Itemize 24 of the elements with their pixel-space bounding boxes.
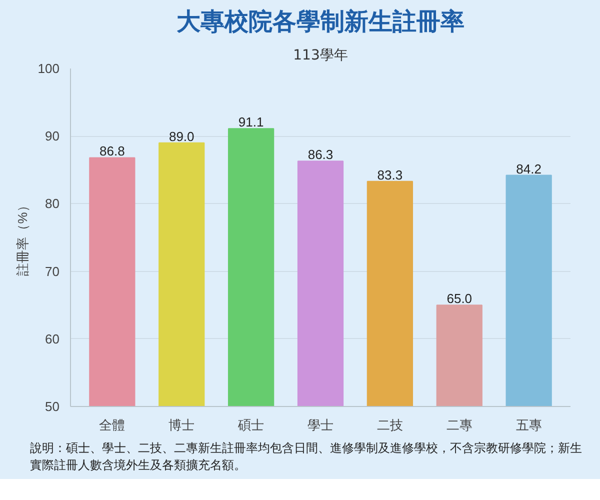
x-tick-label: 五專 — [516, 418, 542, 432]
x-tick-label: 學士 — [308, 418, 334, 432]
chart-title: 大專校院各學制新生註冊率 — [176, 8, 464, 36]
y-tick-label: 100 — [38, 61, 60, 76]
text: 說明：碩士、學士、二技、二專新生註冊率均包含日間、進修學制及進修學校，不含宗教研修學院；新生實際註冊人數含境外生及各類擴充名額。 — [30, 440, 583, 474]
x-tick-label: 博士 — [168, 418, 195, 432]
data-label: 86.3 — [308, 147, 334, 162]
data-label: 91.1 — [238, 114, 264, 130]
data-label: 86.8 — [100, 144, 125, 159]
y-axis-title: 註冊率（%） — [14, 199, 30, 276]
x-tick-label: 二專 — [446, 418, 472, 432]
x-tick-label: 碩士 — [237, 418, 264, 432]
data-label: 89.0 — [168, 128, 194, 144]
data-label: 84.2 — [516, 161, 542, 176]
chart-subtitle: 113學年 — [293, 48, 348, 64]
x-tick-label: 二技 — [376, 418, 403, 432]
y-tick-label: 60 — [45, 331, 60, 346]
data-label: 65.0 — [446, 291, 472, 306]
y-tick-label: 50 — [45, 399, 60, 414]
x-tick-label: 全體 — [99, 418, 126, 432]
y-tick-label: 80 — [45, 196, 60, 212]
y-tick-label: 70 — [45, 264, 60, 279]
data-label: 83.3 — [377, 167, 403, 182]
y-tick-label: 90 — [45, 128, 60, 144]
